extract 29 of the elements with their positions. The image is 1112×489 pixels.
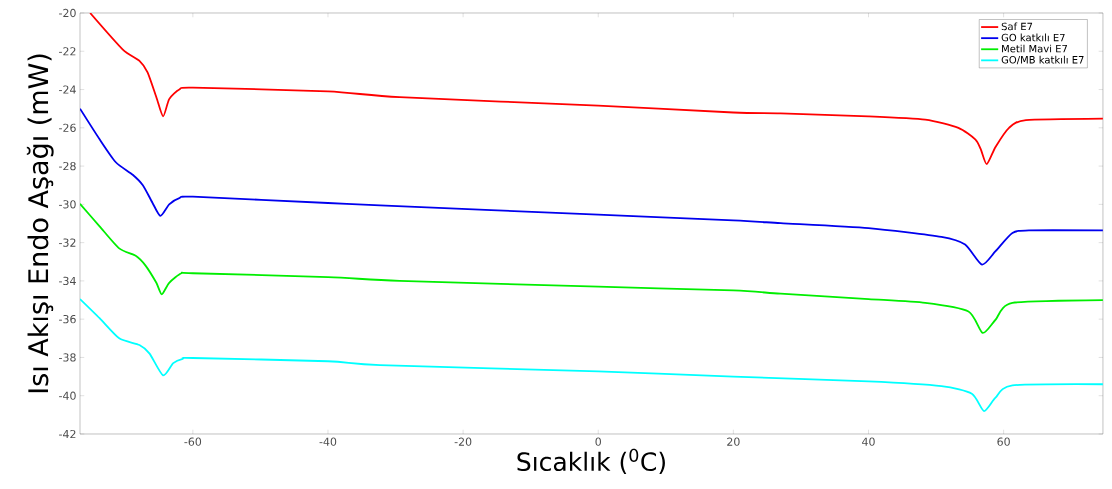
legend-label: Saf E7 <box>1001 22 1033 31</box>
y-tick-label: -22 <box>59 47 76 56</box>
y-tick-label: -42 <box>59 429 76 439</box>
x-tick-label: 0 <box>595 437 601 446</box>
y-tick-label: -32 <box>59 238 76 247</box>
y-axis-title: Isı Akışı Endo Aşağı (mW) <box>26 54 54 393</box>
x-tick-label: 20 <box>727 437 740 446</box>
y-tick-label: -34 <box>59 276 76 286</box>
x-tick-label: -60 <box>184 437 202 446</box>
y-tick-label: -20 <box>59 8 76 18</box>
x-tick-label: -20 <box>454 437 472 446</box>
line-series <box>80 202 1103 334</box>
legend-label: Metil Mavi E7 <box>1002 44 1067 53</box>
x-tick-label: 60 <box>997 437 1010 446</box>
y-tick-label: -28 <box>59 161 76 171</box>
line-series <box>80 298 1103 412</box>
line-series <box>80 107 1103 266</box>
x-tick-label: 40 <box>862 437 875 446</box>
x-axis-title: Sıcaklık ($^{0}$C) <box>517 448 665 475</box>
y-tick-label: -24 <box>59 85 76 94</box>
y-tick-label: -40 <box>59 391 76 400</box>
y-tick-label: -26 <box>59 123 76 132</box>
y-tick-label: -38 <box>59 353 76 362</box>
legend-label: GO katkılı E7 <box>1001 33 1065 42</box>
x-tick-label: -40 <box>319 437 337 446</box>
line-series <box>89 12 1103 166</box>
y-tick-label: -30 <box>59 200 76 209</box>
y-tick-label: -36 <box>59 315 76 324</box>
legend-label: GO/MB katkılı E7 <box>1001 55 1084 65</box>
